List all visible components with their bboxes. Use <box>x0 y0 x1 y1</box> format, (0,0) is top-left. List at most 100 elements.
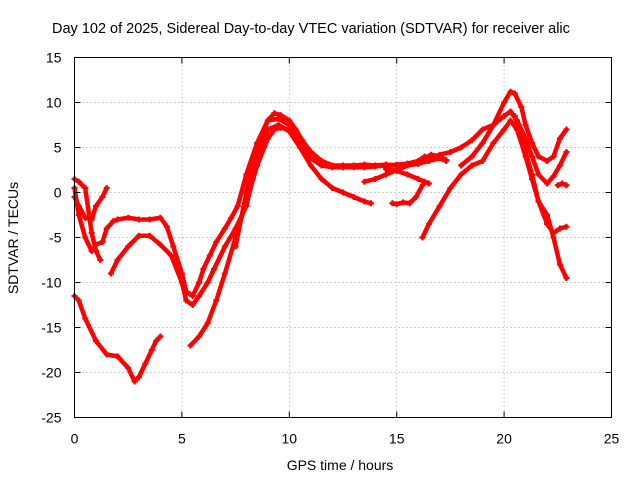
data-point <box>99 239 106 245</box>
data-point <box>490 122 497 128</box>
data-point <box>511 90 518 97</box>
data-point <box>563 275 570 281</box>
data-point <box>550 234 557 241</box>
data-point <box>393 201 400 208</box>
data-point <box>468 153 475 160</box>
data-point <box>277 124 284 131</box>
data-point <box>318 176 325 182</box>
data-point <box>428 151 435 158</box>
y-tick-label: 15 <box>46 50 62 66</box>
data-point <box>479 126 486 133</box>
data-point <box>563 223 570 230</box>
series-track-m <box>511 113 570 281</box>
data-point <box>340 189 346 196</box>
data-point <box>286 126 293 133</box>
data-point <box>425 158 432 164</box>
data-point <box>522 149 529 155</box>
data-point <box>529 140 536 146</box>
series-track-j <box>382 166 432 187</box>
data-point <box>458 162 465 169</box>
data-point <box>163 223 170 230</box>
data-point <box>529 153 536 160</box>
data-point <box>307 155 314 162</box>
data-point <box>131 378 138 385</box>
data-point <box>234 203 241 209</box>
data-point <box>490 140 497 146</box>
data-point <box>110 218 117 225</box>
data-point <box>142 360 149 367</box>
data-point <box>340 164 346 171</box>
data-point <box>458 171 465 178</box>
data-point <box>157 333 164 340</box>
data-point <box>168 252 175 259</box>
data-point <box>189 302 196 308</box>
data-point <box>507 108 514 115</box>
data-point <box>550 153 557 160</box>
data-point <box>88 230 95 236</box>
data-point <box>529 171 536 178</box>
data-point <box>361 164 368 171</box>
data-point <box>75 212 82 218</box>
data-point <box>292 135 299 142</box>
data-point <box>264 135 271 142</box>
data-point <box>556 261 563 268</box>
data-point <box>189 293 196 299</box>
data-point <box>556 162 563 169</box>
x-tick-label: 15 <box>389 431 405 447</box>
data-point <box>211 266 218 272</box>
x-tick-label: 10 <box>282 431 298 447</box>
data-point <box>299 144 306 151</box>
data-point <box>92 248 99 254</box>
data-point <box>447 149 454 155</box>
data-point <box>507 88 514 95</box>
data-point <box>393 167 400 174</box>
data-point <box>114 216 121 223</box>
data-point <box>114 257 121 263</box>
data-point <box>535 171 542 178</box>
data-point <box>367 200 374 207</box>
y-tick-label: 5 <box>54 140 62 156</box>
y-tick-label: -15 <box>41 320 61 336</box>
data-point <box>254 144 261 151</box>
data-point <box>299 137 306 144</box>
data-point <box>544 180 551 187</box>
series-line <box>72 116 434 299</box>
data-point <box>103 225 110 232</box>
data-point <box>361 198 368 205</box>
data-point <box>157 214 164 221</box>
data-point <box>447 185 454 191</box>
series-track-h <box>361 155 450 185</box>
series-track-f <box>187 108 570 349</box>
data-point <box>458 144 465 151</box>
data-point <box>307 162 314 169</box>
data-point <box>103 351 110 358</box>
data-point <box>518 104 525 110</box>
data-point <box>544 212 551 218</box>
data-point <box>183 297 190 304</box>
data-point <box>415 176 422 182</box>
data-point <box>468 137 475 144</box>
series-layer <box>71 88 570 385</box>
x-axis-label: GPS time / hours <box>287 457 394 473</box>
data-point <box>221 270 228 277</box>
y-tick-label: -5 <box>49 230 62 246</box>
data-point <box>264 117 271 124</box>
data-point <box>468 162 475 169</box>
y-tick-label: -10 <box>41 275 61 291</box>
data-point <box>443 158 450 164</box>
data-point <box>221 225 228 232</box>
data-point <box>413 194 420 200</box>
data-point <box>400 199 407 206</box>
data-point <box>82 234 89 241</box>
data-point <box>350 194 357 200</box>
data-point <box>135 232 142 239</box>
data-point <box>157 241 164 248</box>
data-point <box>75 178 82 185</box>
data-point <box>97 257 104 263</box>
data-point <box>196 279 203 286</box>
data-point <box>318 158 325 164</box>
data-point <box>511 113 518 119</box>
data-point <box>563 149 570 155</box>
data-point <box>243 189 250 196</box>
data-point <box>178 279 185 286</box>
